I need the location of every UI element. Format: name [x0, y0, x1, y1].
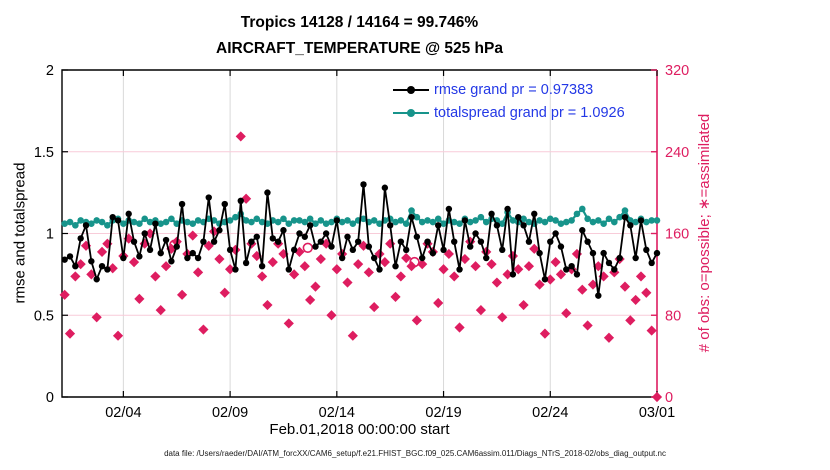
- svg-text:02/24: 02/24: [532, 405, 568, 421]
- totalspread-line-marker-icon: [393, 103, 429, 123]
- svg-text:0: 0: [665, 390, 673, 406]
- title-variable-level: AIRCRAFT_TEMPERATURE @ 525 hPa: [216, 40, 503, 57]
- svg-text:0: 0: [46, 390, 54, 406]
- legend-label-totalspread: totalspread grand pr = 1.0926: [434, 105, 625, 121]
- legend: rmse grand pr = 0.97383 totalspread gran…: [393, 80, 625, 123]
- svg-text:02/14: 02/14: [319, 405, 355, 421]
- svg-text:80: 80: [665, 308, 681, 324]
- rmse-line-marker-icon: [393, 80, 429, 100]
- svg-text:320: 320: [665, 63, 689, 79]
- svg-text:0.5: 0.5: [34, 308, 54, 324]
- title-region-stats: Tropics 14128 / 14164 = 99.746%: [240, 14, 479, 31]
- title-block: Tropics 14128 / 14164 = 99.746% AIRCRAFT…: [62, 10, 657, 62]
- rmse-series: [61, 181, 661, 299]
- svg-text:160: 160: [665, 227, 689, 243]
- y-axis-label-left: rmse and totalspread: [11, 162, 29, 304]
- svg-text:240: 240: [665, 145, 689, 161]
- svg-text:02/04: 02/04: [105, 405, 141, 421]
- data-file-caption: data file: /Users/raeder/DAI/ATM_forcXX/…: [164, 449, 666, 458]
- svg-text:1.5: 1.5: [34, 145, 54, 161]
- legend-label-rmse: rmse grand pr = 0.97383: [434, 82, 594, 98]
- legend-row-totalspread: totalspread grand pr = 1.0926: [393, 103, 625, 123]
- totalspread-series: [61, 205, 661, 229]
- svg-text:2: 2: [46, 63, 54, 79]
- y-axis-label-right: # of obs: o=possible; ∗=assimilated: [696, 113, 713, 353]
- svg-text:02/09: 02/09: [212, 405, 248, 421]
- legend-row-rmse: rmse grand pr = 0.97383: [393, 80, 625, 100]
- x-axis-label: Feb.01,2018 00:00:00 start: [269, 421, 450, 438]
- svg-text:02/19: 02/19: [425, 405, 461, 421]
- tick-labels: 02/04 02/09 02/14 02/19 02/24 03/0100.511.520…: [34, 63, 689, 421]
- svg-text:1: 1: [46, 227, 54, 243]
- svg-text:03/01: 03/01: [639, 405, 675, 421]
